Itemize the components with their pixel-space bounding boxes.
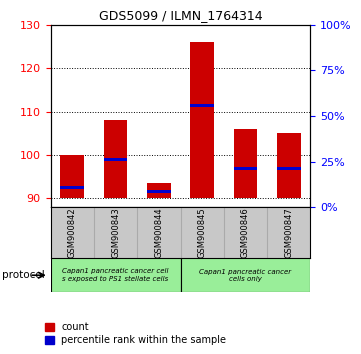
Text: GSM900845: GSM900845 [198, 207, 206, 258]
Text: GSM900846: GSM900846 [241, 207, 250, 258]
Bar [60, 155, 84, 198]
Bar [60, 186, 84, 189]
Text: protocol: protocol [2, 270, 44, 280]
Bar [234, 166, 257, 170]
Bar [104, 158, 127, 161]
Bar [277, 133, 301, 198]
Text: GSM900842: GSM900842 [68, 207, 77, 258]
Bar [190, 42, 214, 198]
Text: GSM900847: GSM900847 [284, 207, 293, 258]
Bar [104, 120, 127, 198]
Text: GSM900843: GSM900843 [111, 207, 120, 258]
Bar [234, 129, 257, 198]
Text: Capan1 pancreatic cancer
cells only: Capan1 pancreatic cancer cells only [199, 268, 292, 282]
Text: GSM900844: GSM900844 [155, 207, 163, 258]
Bar [51, 258, 180, 292]
Bar [147, 190, 171, 193]
Bar [147, 183, 171, 198]
Bar [277, 166, 301, 170]
Text: Capan1 pancreatic cancer cell
s exposed to PS1 stellate cells: Capan1 pancreatic cancer cell s exposed … [62, 268, 169, 282]
Bar [190, 104, 214, 107]
Title: GDS5099 / ILMN_1764314: GDS5099 / ILMN_1764314 [99, 9, 262, 22]
Legend: count, percentile rank within the sample: count, percentile rank within the sample [41, 319, 230, 349]
Bar [180, 258, 310, 292]
